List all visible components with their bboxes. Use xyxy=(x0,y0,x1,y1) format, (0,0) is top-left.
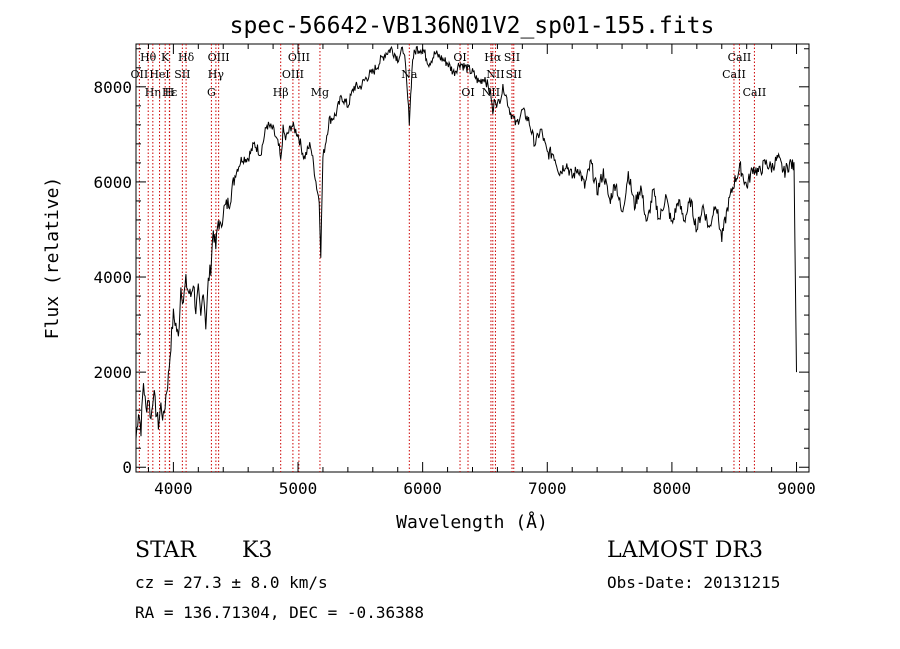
line-marker-label: OIII xyxy=(282,68,304,81)
spectral-subclass: K3 xyxy=(242,538,273,563)
y-tick-label: 6000 xyxy=(93,173,132,192)
line-marker-label: HeI xyxy=(149,68,169,81)
line-marker-label: CaII xyxy=(722,68,746,81)
spectral-line-markers: Hθ OII Hη K HeI HεH Hδ SII OIII Hγ G OIII OIII Hβ Mg Na… xyxy=(131,44,767,472)
coordinates: RA = 136.71304, DEC = -0.36388 xyxy=(135,603,424,622)
y-tick-label: 0 xyxy=(122,458,132,477)
x-tick-label: 6000 xyxy=(403,479,442,498)
line-marker-label: Hθ xyxy=(140,51,157,64)
line-marker-label: Hε xyxy=(162,86,178,99)
line-marker-label: Hδ xyxy=(178,51,195,64)
line-marker-label: Hη xyxy=(145,86,161,99)
line-marker-label: SII xyxy=(506,68,522,81)
x-tick-label: 7000 xyxy=(528,479,567,498)
line-marker-label: SII xyxy=(504,51,520,64)
line-marker-label: SII xyxy=(174,68,190,81)
survey-name: LAMOST DR3 xyxy=(607,538,763,563)
object-class: STAR xyxy=(135,538,196,563)
x-axis-label: Wavelength (Å) xyxy=(396,511,548,533)
line-marker-label: CaII xyxy=(743,86,767,99)
spectrum-line xyxy=(135,45,797,439)
line-marker-label: OIII xyxy=(208,51,230,64)
line-marker-label: Hβ xyxy=(273,86,289,99)
x-tick-label: 5000 xyxy=(279,479,318,498)
line-marker-label: K xyxy=(161,51,170,64)
line-marker-label: OI xyxy=(461,86,474,99)
y-tick-label: 2000 xyxy=(93,363,132,382)
line-marker-label: Na xyxy=(401,68,418,81)
x-tick-label: 8000 xyxy=(653,479,692,498)
line-marker-label: Hγ xyxy=(208,68,225,81)
line-marker-label: OIII xyxy=(288,51,310,64)
line-marker-label: Mg xyxy=(311,86,329,99)
y-axis-label: Flux (relative) xyxy=(42,177,63,340)
y-tick-label: 4000 xyxy=(93,268,132,287)
axis-ticks: 4000 5000 6000 7000 8000 9000 0 2000 4000 6000 800… xyxy=(93,44,816,498)
line-marker-label: OII xyxy=(131,68,149,81)
y-tick-label: 8000 xyxy=(93,78,132,97)
redshift-value: cz = 27.3 ± 8.0 km/s xyxy=(135,573,328,592)
chart-title: spec-56642-VB136N01V2_sp01-155.fits xyxy=(230,13,715,39)
line-marker-label: H xyxy=(165,86,175,99)
line-marker-label: OI xyxy=(453,51,466,64)
line-marker-label: CaII xyxy=(728,51,752,64)
x-tick-label: 4000 xyxy=(154,479,193,498)
line-marker-label: G xyxy=(207,86,216,99)
line-marker-label: NII xyxy=(486,68,504,81)
x-tick-label: 9000 xyxy=(777,479,816,498)
plot-frame xyxy=(135,43,810,473)
line-marker-label: Hα xyxy=(484,51,502,64)
obs-date: Obs-Date: 20131215 xyxy=(607,573,781,592)
